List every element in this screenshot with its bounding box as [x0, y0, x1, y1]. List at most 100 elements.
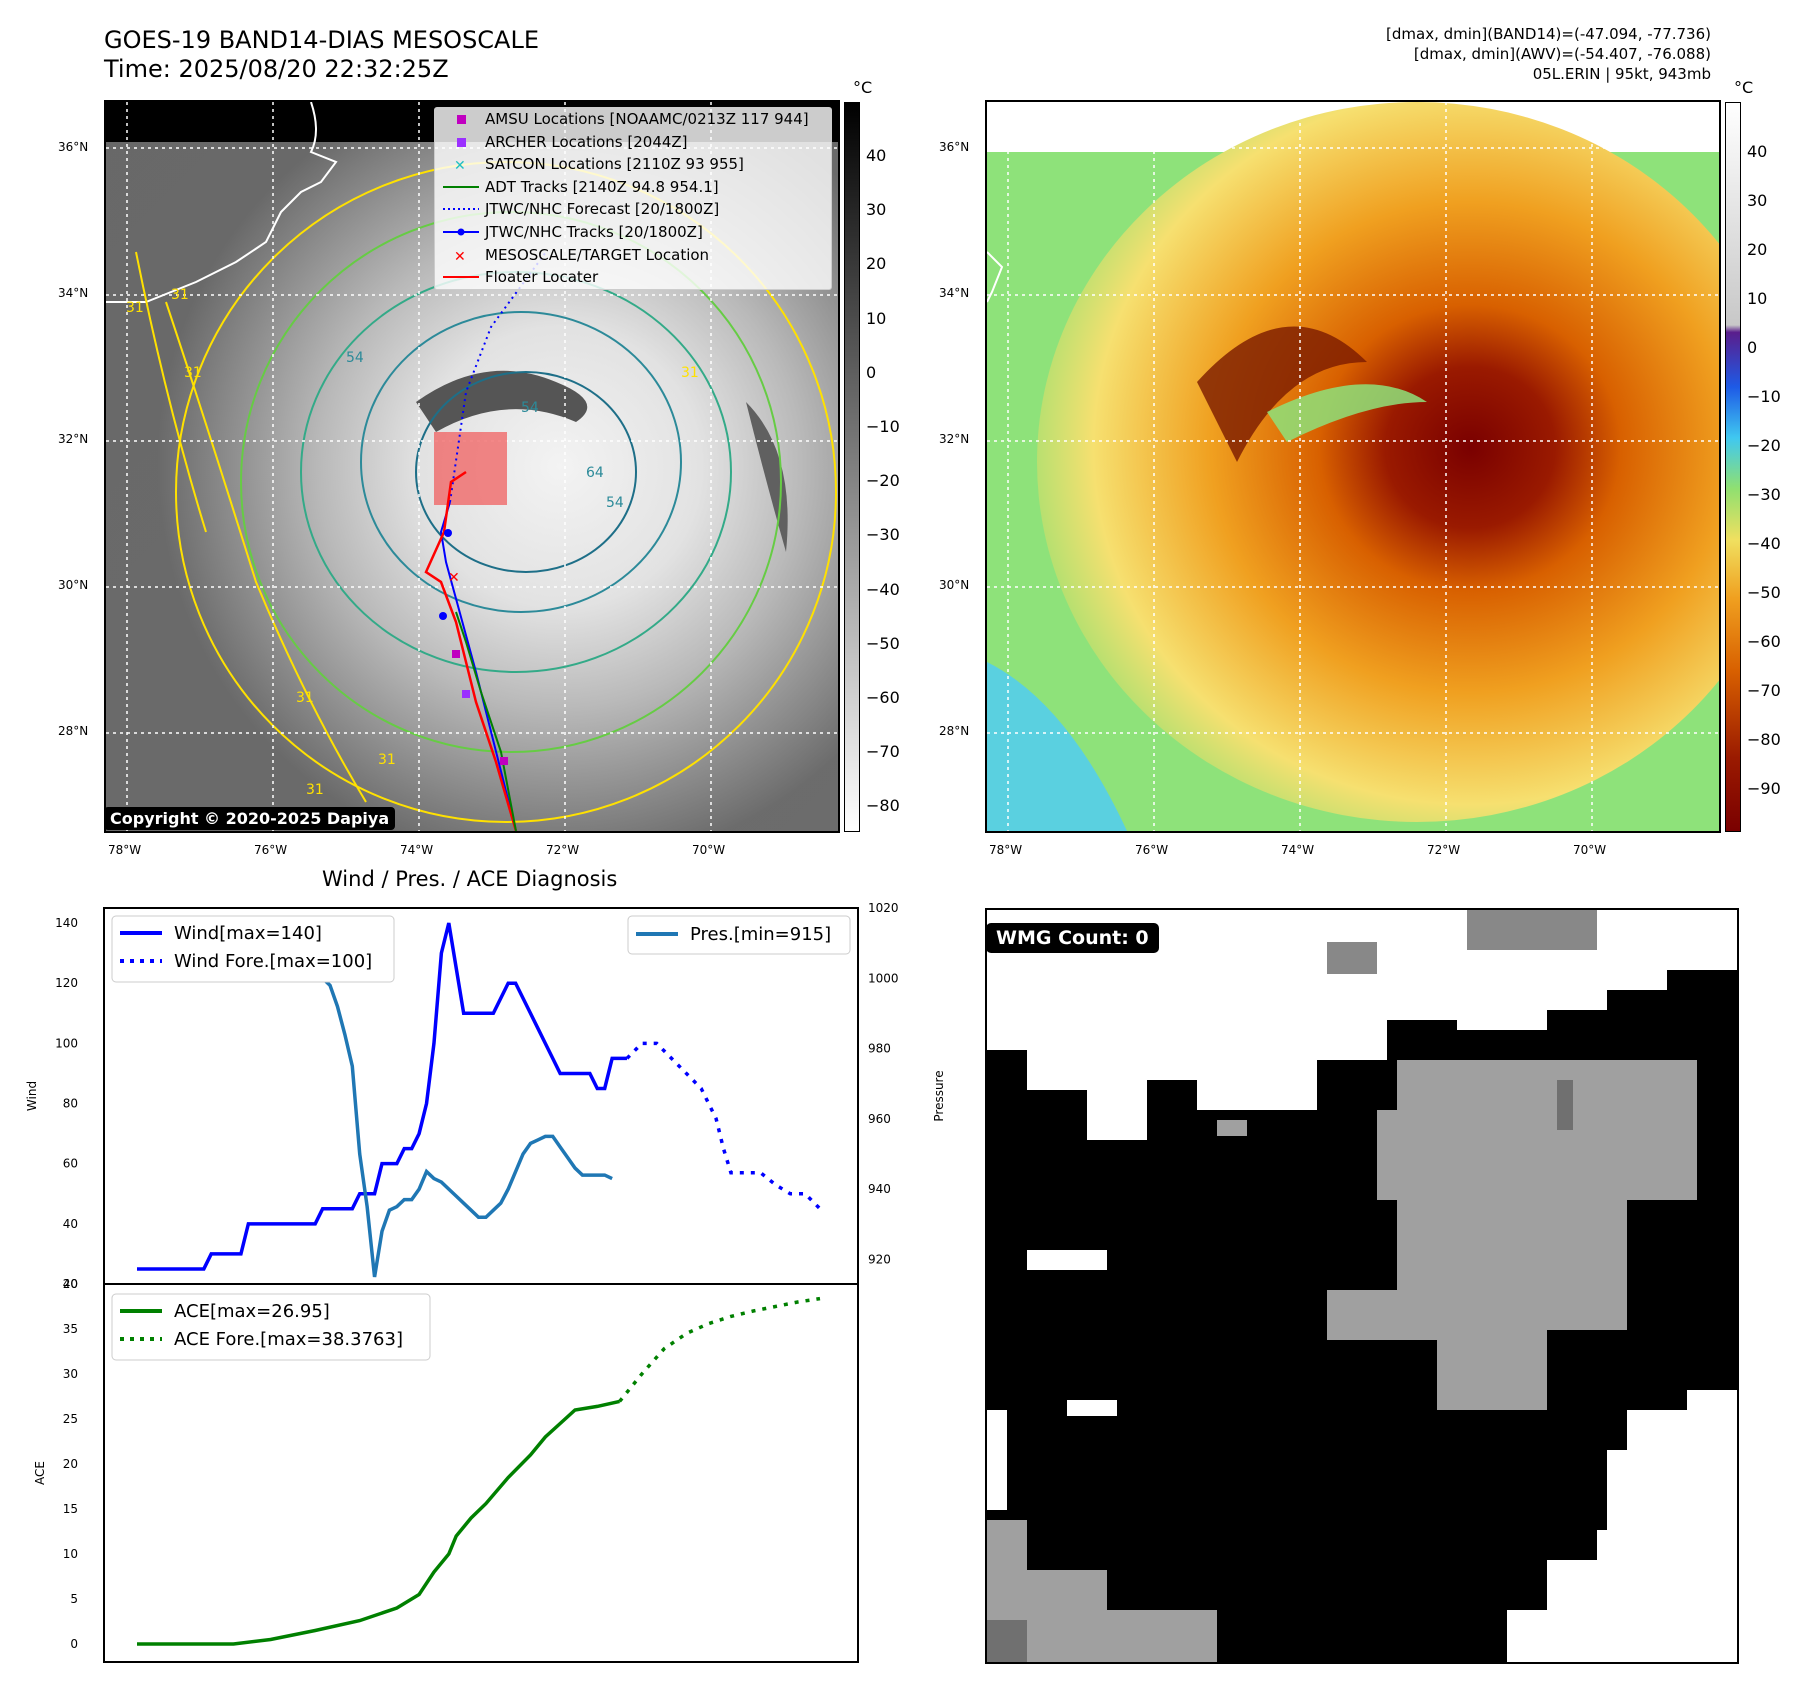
wv-colorbar-tick: −60: [1747, 632, 1781, 651]
stats-band14: [dmax, dmin](BAND14)=(-47.094, -77.736): [1386, 25, 1711, 43]
pressure-tick-label: 940: [868, 1182, 891, 1196]
pressure-tick-label: 1020: [868, 901, 899, 915]
ace-tick-label: 10: [63, 1547, 78, 1561]
ace-tick-label: 25: [63, 1412, 78, 1426]
lat-label: 28°N: [58, 724, 89, 738]
wv-colorbar-tick: −20: [1747, 436, 1781, 455]
wind-tick-label: 20: [63, 1277, 78, 1291]
ace-tick-label: 20: [63, 1457, 78, 1471]
lat-label: 30°N: [939, 578, 970, 592]
wv-colorbar-tick: −90: [1747, 779, 1781, 798]
lat-label: 36°N: [58, 140, 89, 154]
ace-tick-label: 35: [63, 1322, 78, 1336]
ir-colorbar-tick: −50: [866, 633, 900, 653]
ir-colorbar-tick: 40: [866, 146, 887, 165]
dotted-line-icon: [443, 208, 479, 211]
wind-fore-legend-label: Wind Fore.[max=100]: [174, 951, 372, 972]
storm-info: 05L.ERIN | 95kt, 943mb: [1532, 65, 1711, 83]
lon-label: 70°W: [1573, 843, 1607, 857]
legend-item: JTWC/NHC Tracks [20/1800Z]: [435, 221, 831, 244]
square-marker-icon: [457, 115, 466, 124]
ace-series-line-0: [137, 1399, 620, 1646]
contour-label: 31: [184, 365, 202, 381]
wmg-count-badge: WMG Count: 0: [986, 923, 1159, 953]
svg-text:✕: ✕: [454, 249, 466, 265]
wind-legend-label: Wind[max=140]: [174, 923, 322, 944]
wv-colorbar-tick: −30: [1747, 485, 1781, 504]
legend-item: JTWC/NHC Forecast [20/1800Z]: [435, 198, 831, 221]
ir-colorbar-tick: 10: [866, 308, 887, 328]
ir-colorbar-unit: °C: [853, 78, 873, 97]
ace-legend-label: ACE[max=26.95]: [174, 1301, 330, 1322]
ace-tick-label: 15: [63, 1502, 78, 1516]
lat-label: 32°N: [58, 432, 89, 446]
legend-item: ARCHER Locations [2044Z]: [435, 131, 831, 154]
lon-label: 70°W: [692, 843, 726, 857]
wind-tick-label: 80: [63, 1097, 78, 1111]
lon-label: 72°W: [546, 843, 580, 857]
wv-colorbar-tick: −50: [1747, 583, 1781, 602]
contour-label: 54: [346, 350, 364, 366]
ace-legend: ACE[max=26.95] ACE Fore.[max=38.3763]: [111, 1293, 431, 1361]
lat-label: 36°N: [939, 140, 970, 154]
lat-label: 34°N: [939, 286, 970, 300]
wv-colorbar-tick: −80: [1747, 730, 1781, 749]
wv-colorbar-tick: 30: [1747, 191, 1768, 210]
ace-tick-label: 40: [63, 1277, 78, 1291]
wmg-image: [987, 910, 1737, 1662]
ir-colorbar-tick: 20: [866, 254, 887, 274]
legend-item: ✕ SATCON Locations [2110Z 93 955]: [435, 153, 831, 176]
wind-axis-label: Wind: [25, 1081, 39, 1111]
line-marker-icon: [443, 276, 479, 279]
contour-label: 31: [378, 752, 396, 768]
pressure-legend: Pres.[min=915]: [627, 915, 851, 955]
ir-colorbar-tick: 0: [866, 362, 877, 382]
stats-block: [dmax, dmin](BAND14)=(-47.094, -77.736) …: [1386, 24, 1711, 84]
wv-colorbar-tick: −40: [1747, 534, 1781, 553]
ace-plot: 0 5 10 15 20 25 30 35 40: [63, 1277, 821, 1651]
x-marker-icon: ✕: [454, 249, 466, 265]
lat-label: 32°N: [939, 432, 970, 446]
lon-label: 76°W: [1135, 843, 1169, 857]
ir-colorbar-tick: 30: [866, 200, 887, 220]
copyright-label: Copyright © 2020-2025 Dapiya: [104, 807, 396, 830]
ir-map-panel: ✕ 31 31 31 31 31 31 31 54 54 64 54 AMSU …: [104, 100, 840, 833]
floater-box: [434, 432, 507, 505]
wmg-panel: [985, 908, 1739, 1664]
contour-label: 31: [306, 782, 324, 798]
ir-legend: AMSU Locations [NOAAMC/0213Z 117 944] AR…: [434, 107, 832, 290]
ir-colorbar-tick: −70: [866, 742, 900, 762]
ace-tick-label: 30: [63, 1367, 78, 1381]
wind-tick-label: 140: [55, 916, 78, 930]
ir-colorbar-tick: −60: [866, 688, 900, 707]
ace-axis-label: ACE: [33, 1461, 47, 1485]
diagnosis-title: Wind / Pres. / ACE Diagnosis: [322, 867, 618, 891]
wind-series-line-1: [625, 1041, 822, 1211]
contour-label: 54: [521, 400, 539, 416]
contour-label: 54: [606, 495, 624, 511]
lon-label: 72°W: [1427, 843, 1461, 857]
pressure-tick-label: 1000: [868, 971, 899, 985]
ir-colorbar-tick: −10: [866, 417, 900, 436]
ace-tick-label: 0: [70, 1637, 78, 1651]
wind-tick-label: 40: [63, 1217, 78, 1231]
figure-title: GOES-19 BAND14-DIAS MESOSCALE Time: 2025/…: [104, 26, 539, 84]
pressure-tick-label: 960: [868, 1112, 891, 1126]
title-line-2: Time: 2025/08/20 22:32:25Z: [104, 55, 449, 83]
ir-colorbar-tick: −20: [866, 471, 900, 491]
ir-colorbar-tick: −30: [866, 525, 900, 545]
lon-label: 78°W: [989, 843, 1023, 857]
line-dot-icon: [443, 228, 479, 236]
lat-label: 34°N: [58, 286, 89, 300]
legend-item: ✕ MESOSCALE/TARGET Location: [435, 244, 831, 267]
legend-item: AMSU Locations [NOAAMC/0213Z 117 944]: [435, 108, 831, 131]
ir-colorbar-tick: −80: [866, 796, 900, 816]
lat-label: 30°N: [58, 578, 89, 592]
wv-map-panel: [985, 100, 1721, 833]
wv-colorbar-tick: −10: [1747, 387, 1781, 406]
wv-colorbar-unit: °C: [1734, 78, 1754, 97]
svg-text:✕: ✕: [448, 570, 460, 586]
wind-series-line-0: [137, 922, 627, 1271]
pressure-legend-label: Pres.[min=915]: [690, 924, 831, 945]
